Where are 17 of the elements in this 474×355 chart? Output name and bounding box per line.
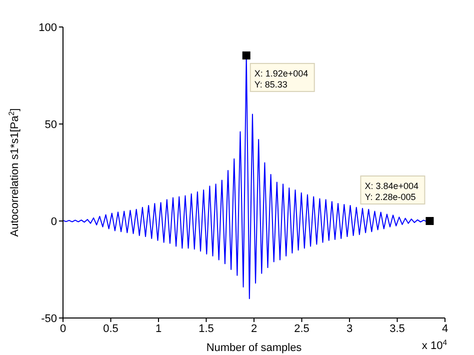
y-tick-label: 50 <box>44 118 57 131</box>
x-tick-label: 0.5 <box>103 322 118 335</box>
x-tick-label: 2.5 <box>294 322 310 335</box>
y-tick-label: 100 <box>38 22 57 34</box>
x-tick-label: 3.5 <box>390 322 405 335</box>
x-tick-label: 0 <box>60 322 66 335</box>
y-tick-label: -50 <box>41 312 57 325</box>
x-tick-label: 4 <box>442 322 448 335</box>
text: x 10$^{4}$ <box>422 338 448 352</box>
x-axis-title: Number of samples <box>206 342 302 354</box>
annotation: X: 1.92e+004 Y: 85.33 <box>254 68 308 90</box>
y-tick-label: 0 <box>50 216 57 228</box>
annotation: X: 3.84e+004 Y: 2.28e-005 <box>364 181 419 202</box>
x-tick-label: 1.5 <box>198 322 214 335</box>
x-tick-label: 2 <box>250 322 258 335</box>
x-tick-label: 1 <box>155 322 162 335</box>
x-tick-label: 3 <box>346 322 353 335</box>
